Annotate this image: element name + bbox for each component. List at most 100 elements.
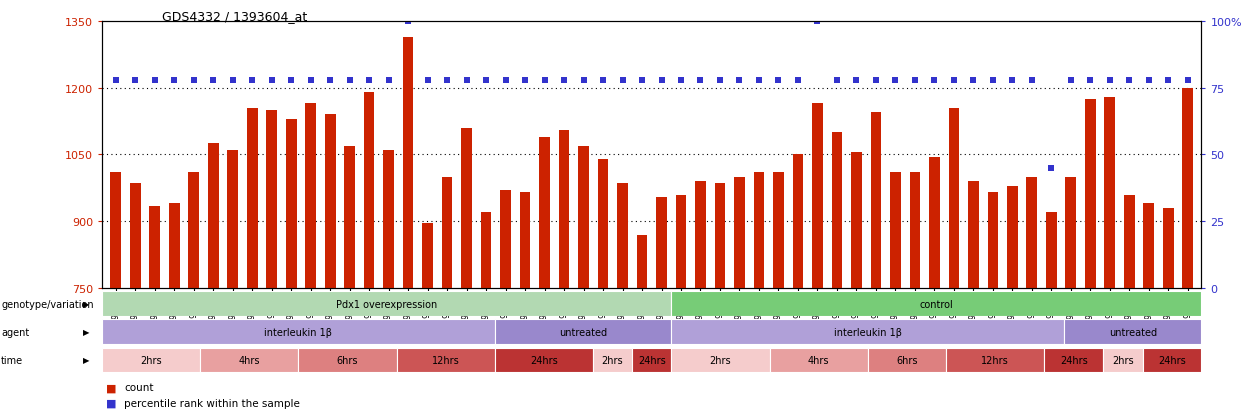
Bar (111, 173, 121, 288)
Bar (769, 348, 868, 373)
Bar (169, 204, 179, 288)
Text: ■: ■ (106, 382, 116, 392)
Bar (102, 320, 494, 344)
Bar (735, 177, 745, 288)
Bar (305, 104, 316, 288)
Bar (671, 320, 1064, 344)
Bar (494, 320, 671, 344)
Bar (519, 193, 530, 288)
Bar (1183, 88, 1193, 288)
Bar (1066, 177, 1076, 288)
Bar (832, 133, 843, 288)
Bar (481, 213, 492, 288)
Bar (753, 173, 764, 288)
Text: 12hrs: 12hrs (432, 355, 459, 365)
Bar (539, 137, 550, 288)
Text: 24hrs: 24hrs (637, 355, 666, 365)
Bar (559, 131, 569, 288)
Bar (870, 113, 881, 288)
Text: ▶: ▶ (83, 299, 90, 309)
Bar (208, 144, 219, 288)
Bar (695, 182, 706, 288)
Bar (636, 235, 647, 288)
Bar (578, 146, 589, 288)
Text: 4hrs: 4hrs (239, 355, 260, 365)
Bar (129, 184, 141, 288)
Bar (618, 184, 627, 288)
Bar (1026, 177, 1037, 288)
Text: interleukin 1β: interleukin 1β (264, 327, 332, 337)
Bar (1104, 98, 1116, 288)
Bar (188, 173, 199, 288)
Bar (929, 157, 940, 288)
Bar (1124, 195, 1134, 288)
Bar (500, 191, 510, 288)
Text: ▶: ▶ (83, 356, 90, 365)
Bar (247, 109, 258, 288)
Bar (1045, 348, 1103, 373)
Text: 24hrs: 24hrs (530, 355, 558, 365)
Bar (364, 93, 375, 288)
Text: ▶: ▶ (83, 328, 90, 337)
Bar (402, 38, 413, 288)
Bar (299, 348, 397, 373)
Bar (987, 193, 998, 288)
Bar (676, 195, 686, 288)
Text: 24hrs: 24hrs (1158, 355, 1185, 365)
Text: agent: agent (1, 327, 30, 337)
Text: time: time (1, 355, 24, 365)
Bar (1163, 208, 1174, 288)
Text: interleukin 1β: interleukin 1β (834, 327, 901, 337)
Bar (1143, 204, 1154, 288)
Bar (812, 104, 823, 288)
Bar (286, 120, 296, 288)
Text: GDS4332 / 1393604_at: GDS4332 / 1393604_at (162, 10, 308, 23)
Text: 12hrs: 12hrs (981, 355, 1010, 365)
Text: 24hrs: 24hrs (1059, 355, 1088, 365)
Text: 4hrs: 4hrs (808, 355, 829, 365)
Bar (910, 173, 920, 288)
Text: 6hrs: 6hrs (896, 355, 918, 365)
Bar (494, 348, 593, 373)
Bar (890, 173, 901, 288)
Bar (852, 153, 862, 288)
Text: untreated: untreated (559, 327, 608, 337)
Text: Pdx1 overexpression: Pdx1 overexpression (336, 299, 437, 309)
Bar (773, 173, 784, 288)
Bar (715, 184, 726, 288)
Text: control: control (920, 299, 954, 309)
Text: percentile rank within the sample: percentile rank within the sample (124, 398, 300, 408)
Bar (461, 128, 472, 288)
Bar (1064, 320, 1201, 344)
Bar (149, 206, 161, 288)
Bar (325, 115, 335, 288)
Bar (200, 348, 299, 373)
Text: 2hrs: 2hrs (141, 355, 162, 365)
Bar (266, 111, 278, 288)
Bar (593, 348, 632, 373)
Text: 2hrs: 2hrs (710, 355, 731, 365)
Bar (671, 292, 1201, 316)
Text: 2hrs: 2hrs (601, 355, 624, 365)
Bar (102, 292, 671, 316)
Text: untreated: untreated (1108, 327, 1157, 337)
Bar (632, 348, 671, 373)
Text: 2hrs: 2hrs (1112, 355, 1134, 365)
Bar (1143, 348, 1201, 373)
Bar (442, 177, 452, 288)
Bar (1084, 100, 1096, 288)
Text: ■: ■ (106, 398, 116, 408)
Text: count: count (124, 382, 154, 392)
Bar (383, 151, 393, 288)
Bar (1007, 186, 1017, 288)
Bar (1046, 213, 1057, 288)
Bar (949, 109, 959, 288)
Bar (102, 348, 200, 373)
Bar (598, 159, 609, 288)
Text: 6hrs: 6hrs (336, 355, 359, 365)
Bar (868, 348, 946, 373)
Bar (228, 151, 238, 288)
Bar (345, 146, 355, 288)
Text: genotype/variation: genotype/variation (1, 299, 93, 309)
Bar (397, 348, 494, 373)
